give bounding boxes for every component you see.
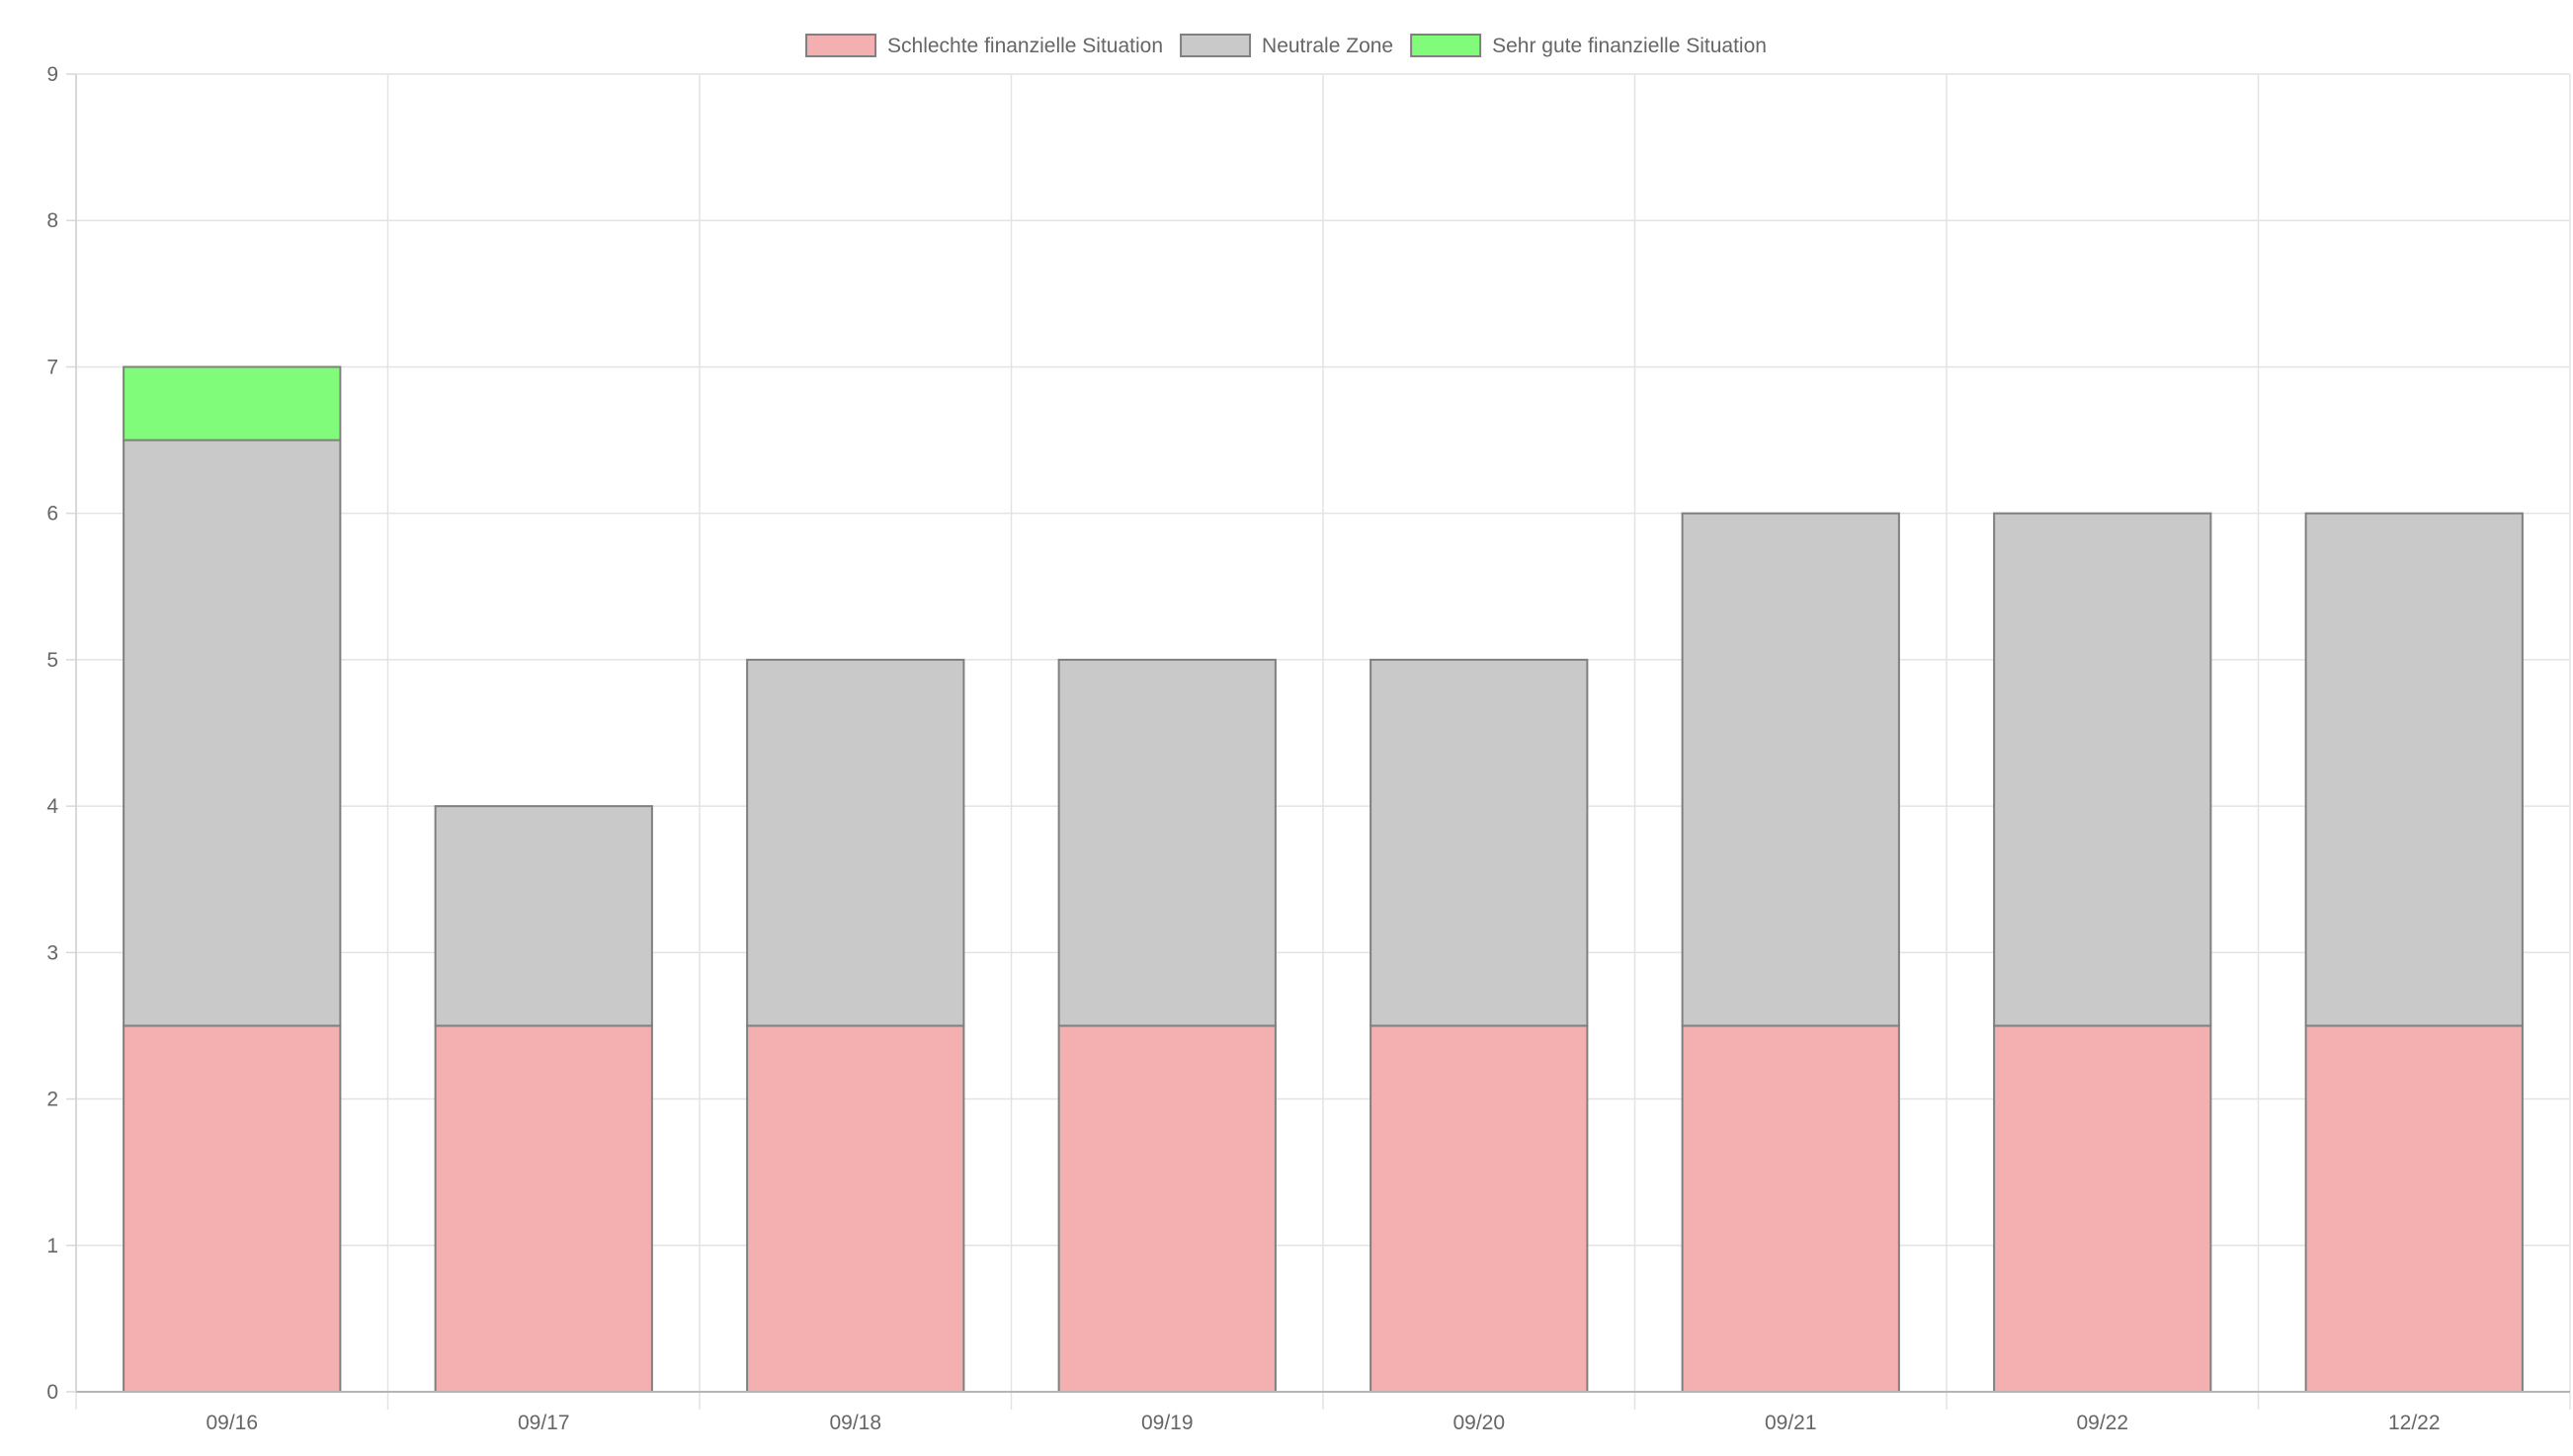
bar-segment[interactable] <box>1370 658 1589 1027</box>
bar-segment[interactable] <box>746 1024 965 1393</box>
x-tick-label: 09/16 <box>206 1412 258 1434</box>
y-tick-label: 2 <box>46 1089 58 1111</box>
x-tick-label: 09/19 <box>1141 1412 1194 1434</box>
bar-segment[interactable] <box>123 439 342 1027</box>
bar-segment[interactable] <box>123 365 342 442</box>
y-axis-ticks: 0 1 2 3 4 5 6 7 8 9 <box>46 63 58 1404</box>
x-tick-label: 09/17 <box>518 1412 570 1434</box>
bar-segment[interactable] <box>1370 1024 1589 1393</box>
bar-segment[interactable] <box>2304 512 2524 1027</box>
bar-segment[interactable] <box>434 805 653 1027</box>
bar-segment[interactable] <box>1681 512 1900 1027</box>
bar-segment[interactable] <box>2304 1024 2524 1393</box>
legend-item[interactable]: Schlechte finanzielle Situation <box>805 34 1163 57</box>
bar-segment[interactable] <box>1993 512 2212 1027</box>
legend-label: Schlechte finanzielle Situation <box>887 35 1163 57</box>
y-tick-label: 5 <box>46 649 58 672</box>
legend-label: Sehr gute finanzielle Situation <box>1492 35 1767 57</box>
bar-segment[interactable] <box>1993 1024 2212 1393</box>
y-tick-label: 8 <box>46 209 58 232</box>
bars <box>123 365 2524 1393</box>
bar-segment[interactable] <box>1681 1024 1900 1393</box>
x-tick-label: 12/22 <box>2388 1412 2441 1434</box>
x-tick-label: 09/21 <box>1765 1412 1817 1434</box>
x-axis-ticks: 09/16 09/17 09/18 09/19 09/20 09/21 09/22 12/22 <box>206 1412 2440 1434</box>
legend-swatch <box>805 34 877 57</box>
y-tick-label: 0 <box>46 1381 58 1404</box>
x-tick-label: 09/22 <box>2076 1412 2128 1434</box>
y-tick-label: 9 <box>46 63 58 86</box>
legend-label: Neutrale Zone <box>1262 35 1393 57</box>
y-tick-label: 3 <box>46 941 58 964</box>
y-tick-label: 1 <box>46 1235 58 1257</box>
bar-segment[interactable] <box>434 1024 653 1393</box>
bar-segment[interactable] <box>1057 1024 1277 1393</box>
x-tick-label: 09/20 <box>1452 1412 1505 1434</box>
x-tick-label: 09/18 <box>829 1412 881 1434</box>
legend-item[interactable]: Sehr gute finanzielle Situation <box>1410 34 1767 57</box>
legend-item[interactable]: Neutrale Zone <box>1180 34 1393 57</box>
bar-segment[interactable] <box>1057 658 1277 1027</box>
legend-swatch <box>1180 34 1252 57</box>
legend: Schlechte finanzielle Situation Neutrale … <box>805 34 1767 57</box>
y-tick-label: 6 <box>46 503 58 526</box>
y-tick-label: 7 <box>46 356 58 378</box>
axes <box>75 74 2570 1393</box>
bar-segment[interactable] <box>746 658 965 1027</box>
legend-swatch <box>1410 34 1482 57</box>
y-tick-label: 4 <box>46 795 58 818</box>
bar-segment[interactable] <box>123 1024 342 1393</box>
